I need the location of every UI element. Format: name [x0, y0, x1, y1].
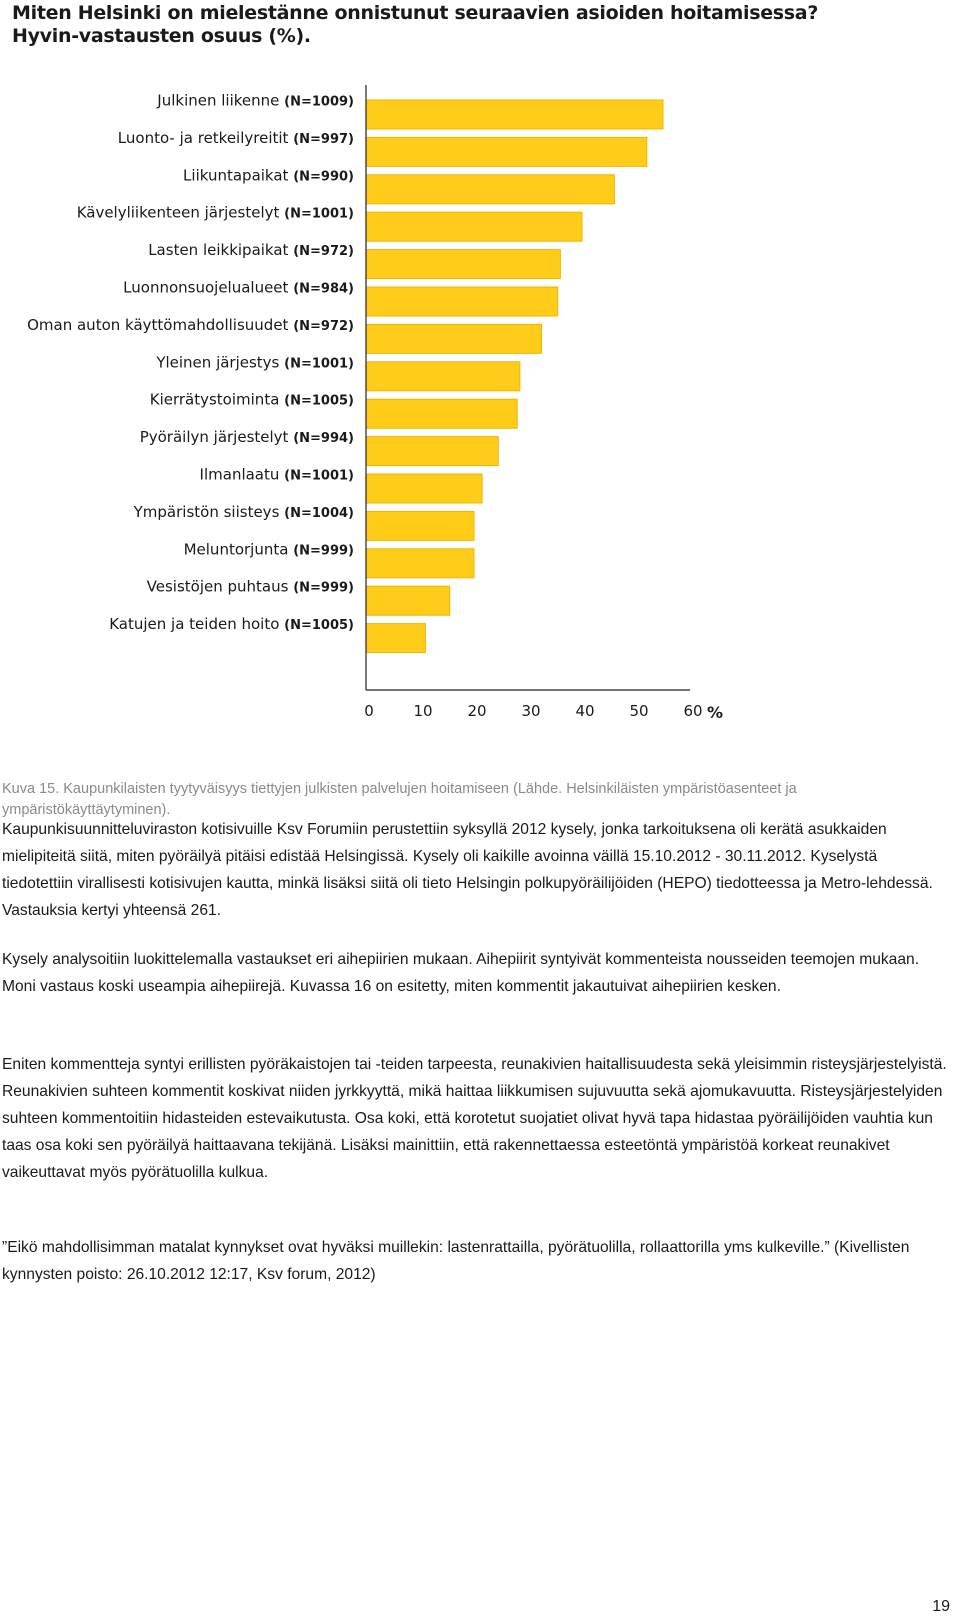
- category-label-11: Ilmanlaatu (N=1001): [200, 466, 354, 484]
- category-label-12: Ympäristön siisteys (N=1004): [133, 503, 354, 521]
- bar-8: [365, 361, 521, 392]
- bar-9: [365, 398, 518, 429]
- category-name: Ympäristön siisteys: [133, 503, 285, 521]
- category-sample-size: (N=1004): [284, 506, 354, 521]
- category-sample-size: (N=972): [293, 244, 354, 259]
- category-sample-size: (N=1005): [284, 394, 354, 409]
- category-name: Luonnonsuojelualueet: [123, 279, 293, 297]
- bar-14: [365, 585, 451, 616]
- category-sample-size: (N=999): [293, 581, 354, 596]
- category-sample-size: (N=1001): [284, 207, 354, 222]
- page-number: 19: [932, 1598, 950, 1615]
- category-name: Vesistöjen puhtaus: [147, 578, 294, 596]
- paragraph-2: Kysely analysoitiin luokittelemalla vast…: [2, 951, 920, 995]
- bar-13: [365, 548, 475, 579]
- category-name: Meluntorjunta: [184, 540, 294, 558]
- category-name: Lasten leikkipaikat: [148, 241, 293, 259]
- category-sample-size: (N=1009): [284, 95, 354, 110]
- x-tick-0: 0: [364, 702, 374, 720]
- category-label-3: Liikuntapaikat (N=990): [183, 166, 354, 184]
- bar-5: [365, 249, 561, 280]
- category-sample-size: (N=994): [293, 431, 354, 446]
- chart-title-line-1: Miten Helsinki on mielestänne onnistunut…: [12, 2, 819, 24]
- bar-12: [365, 510, 475, 541]
- x-axis-unit: %: [707, 703, 723, 722]
- category-name: Oman auton käyttömahdollisuudet: [27, 316, 293, 334]
- bar-11: [365, 473, 483, 504]
- category-name: Liikuntapaikat: [183, 166, 293, 184]
- chart-title-line-2: Hyvin-vastausten osuus (%).: [12, 25, 311, 47]
- category-sample-size: (N=990): [293, 169, 354, 184]
- chart-title: Miten Helsinki on mielestänne onnistunut…: [12, 2, 942, 48]
- category-sample-size: (N=1001): [284, 356, 354, 371]
- category-label-15: Katujen ja teiden hoito (N=1005): [109, 615, 354, 633]
- category-label-14: Vesistöjen puhtaus (N=999): [147, 578, 354, 596]
- category-sample-size: (N=984): [293, 282, 354, 297]
- category-name: Pyöräilyn järjestelyt: [140, 428, 294, 446]
- quote-paragraph: ”Eikö mahdollisimman matalat kynnykset o…: [2, 1239, 910, 1283]
- bar-1: [365, 99, 664, 130]
- category-sample-size: (N=999): [293, 543, 354, 558]
- category-label-2: Luonto- ja retkeilyreitit (N=997): [118, 129, 354, 147]
- category-name: Kävelyliikenteen järjestelyt: [77, 204, 284, 222]
- category-label-6: Luonnonsuojelualueet (N=984): [123, 279, 354, 297]
- x-tick-60: 60: [683, 702, 702, 720]
- bar-6: [365, 286, 559, 317]
- category-name: Katujen ja teiden hoito: [109, 615, 284, 633]
- category-label-5: Lasten leikkipaikat (N=972): [148, 241, 354, 259]
- category-label-7: Oman auton käyttömahdollisuudet (N=972): [27, 316, 354, 334]
- category-name: Luonto- ja retkeilyreitit: [118, 129, 293, 147]
- paragraph-3: Eniten kommentteja syntyi erillisten pyö…: [2, 1056, 947, 1181]
- category-label-9: Kierrätystoiminta (N=1005): [150, 391, 354, 409]
- bar-3: [365, 174, 615, 205]
- bar-group: [365, 99, 664, 654]
- category-sample-size: (N=1001): [284, 469, 354, 484]
- bar-7: [365, 323, 542, 354]
- category-name: Kierrätystoiminta: [150, 391, 284, 409]
- x-tick-10: 10: [413, 702, 432, 720]
- category-name: Yleinen järjestys: [155, 353, 284, 371]
- bar-4: [365, 211, 583, 242]
- x-tick-30: 30: [521, 702, 540, 720]
- category-label-8: Yleinen järjestys (N=1001): [155, 353, 354, 371]
- x-tick-50: 50: [629, 702, 648, 720]
- category-sample-size: (N=997): [293, 132, 354, 147]
- category-label-4: Kävelyliikenteen järjestelyt (N=1001): [77, 204, 354, 222]
- category-labels: Julkinen liikenne (N=1009) Luonto- ja ret…: [27, 92, 354, 634]
- category-sample-size: (N=972): [293, 319, 354, 334]
- bar-2: [365, 136, 648, 167]
- x-tick-40: 40: [575, 702, 594, 720]
- bar-10: [365, 436, 499, 467]
- bar-chart: Julkinen liikenne (N=1009) Luonto- ja ret…: [27, 85, 723, 722]
- paragraph-1: Kaupunkisuunnitteluviraston kotisivuille…: [2, 821, 933, 919]
- bar-15: [365, 623, 426, 654]
- category-name: Julkinen liikenne: [156, 92, 284, 110]
- category-label-1: Julkinen liikenne (N=1009): [156, 92, 354, 110]
- figure-caption: Kuva 15. Kaupunkilaisten tyytyväisyys ti…: [2, 781, 797, 818]
- category-sample-size: (N=1005): [284, 618, 354, 633]
- category-name: Ilmanlaatu: [200, 466, 285, 484]
- x-tick-20: 20: [467, 702, 486, 720]
- category-label-10: Pyöräilyn järjestelyt (N=994): [140, 428, 354, 446]
- x-tick-labels: 0 10 20 30 40 50 60: [364, 702, 702, 720]
- category-label-13: Meluntorjunta (N=999): [184, 540, 354, 558]
